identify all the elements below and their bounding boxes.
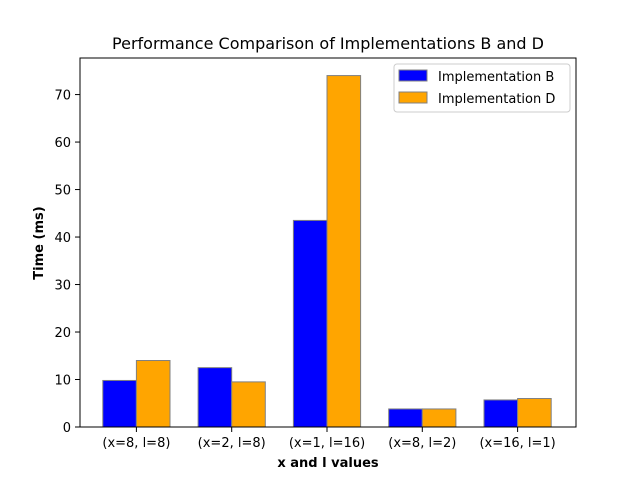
bar-series-2-cat-5 [517,398,552,428]
y-tick-label: 10 [54,374,71,389]
x-tick-label: (x=2, l=8) [198,436,266,451]
x-axis-label: x and l values [277,456,379,471]
legend-swatch-2 [398,91,428,104]
bar-series-1-cat-3 [292,219,328,428]
bar-series-2-cat-4 [421,408,457,428]
x-tick-label: (x=1, l=16) [289,436,365,451]
bar-series-2-cat-3 [326,75,362,428]
y-tick-label: 40 [54,231,71,246]
bar-series-1-cat-4 [388,408,423,428]
legend-box [393,63,571,113]
legend: Implementation B Implementation D [393,63,571,113]
y-tick-label: 70 [54,89,71,104]
legend-swatch-1 [398,69,428,82]
bar-series-2-cat-1 [135,360,171,428]
bar-series-1-cat-5 [483,399,519,428]
y-tick-label: 20 [54,326,71,341]
legend-label-1: Implementation B [438,70,554,85]
y-tick-label: 0 [63,421,71,436]
y-tick-label: 30 [54,279,71,294]
bar-series-1-cat-2 [197,367,233,428]
chart-title: Performance Comparison of Implementation… [112,34,544,53]
x-tick-label: (x=16, l=1) [479,436,555,451]
x-tick-label: (x=8, l=2) [388,436,456,451]
y-tick-label: 50 [54,184,71,199]
legend-label-2: Implementation D [438,92,555,107]
x-tick-label: (x=8, l=8) [102,436,170,451]
bar-series-2-cat-2 [231,381,266,428]
bar-series-1-cat-1 [102,379,137,428]
plot-area: (x=8, l=8) (x=2, l=8) (x=1, l=16) (x=8, l=2… [54,57,577,451]
axes-frame [79,57,577,428]
y-axis-label: Time (ms) [32,206,47,279]
y-tick-label: 60 [54,136,71,151]
